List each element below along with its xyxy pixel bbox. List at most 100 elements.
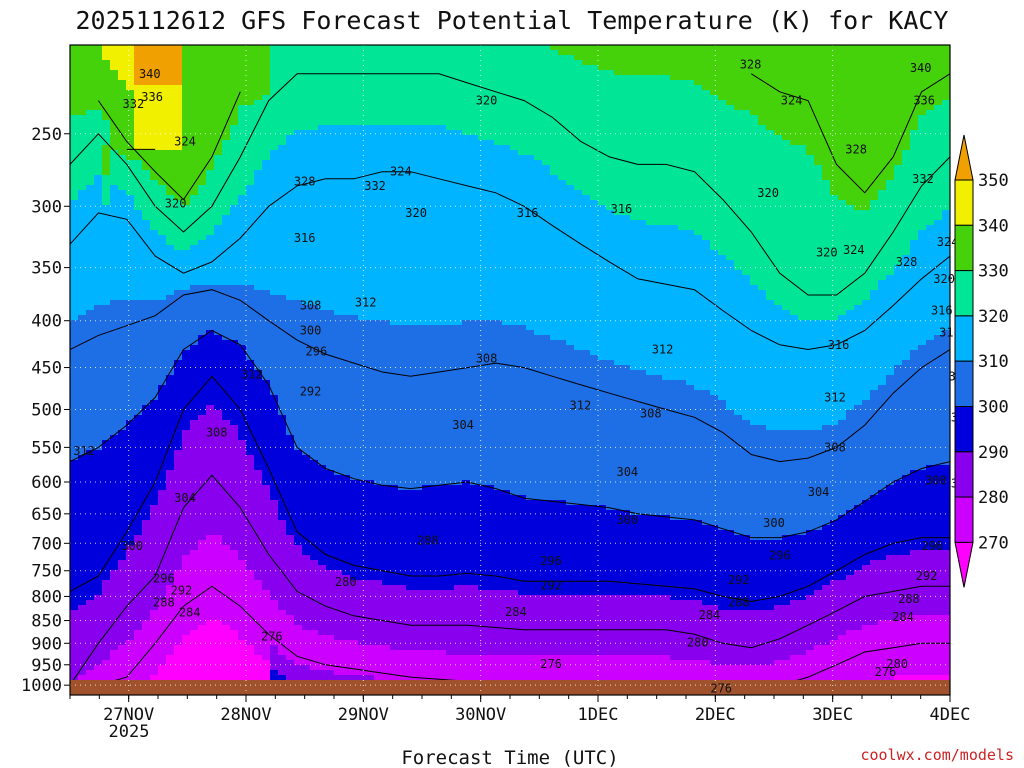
contour-label: 304 bbox=[174, 491, 196, 505]
plot-area bbox=[70, 45, 950, 695]
contour-label: 320 bbox=[405, 206, 427, 220]
y-tick-label: 700 bbox=[31, 534, 62, 554]
isentrope-300 bbox=[70, 329, 950, 539]
y-tick-label: 750 bbox=[31, 562, 62, 582]
contour-label: 280 bbox=[335, 575, 357, 589]
x-tick-label: 30NOV bbox=[455, 705, 506, 725]
contour-label: 316 bbox=[828, 338, 850, 352]
colorbar-swatch bbox=[954, 224, 974, 272]
colorbar-label: 280 bbox=[978, 488, 1009, 508]
contour-label: 308 bbox=[824, 440, 846, 454]
contour-label: 276 bbox=[710, 681, 732, 695]
contour-label: 300 bbox=[763, 516, 785, 530]
contour-label: 280 bbox=[687, 635, 709, 649]
x-axis: 27NOV 28NOV 29NOV 30NOV 1DEC 2DEC 3DEC 4DEC bbox=[69, 695, 971, 725]
contour-label: 276 bbox=[875, 665, 897, 679]
contour-label: 324 bbox=[390, 165, 412, 179]
y-tick-label: 500 bbox=[31, 400, 62, 420]
contour-label: 276 bbox=[261, 630, 283, 644]
contour-label: 300 bbox=[121, 539, 143, 553]
contour-label: 328 bbox=[845, 142, 867, 156]
x-tick-label: 29NOV bbox=[338, 705, 389, 725]
y-axis: 2503003504004505005506006507007508008509… bbox=[21, 125, 70, 696]
contour-label: 328 bbox=[740, 57, 762, 71]
x-axis-year-label: 2025 bbox=[109, 722, 150, 742]
contour-label: 308 bbox=[640, 406, 662, 420]
credit-link[interactable]: coolwx.com/models bbox=[860, 746, 1014, 764]
contour-label: 292 bbox=[171, 583, 193, 597]
contour-label: 336 bbox=[141, 90, 163, 104]
contour-label: 312 bbox=[652, 342, 674, 356]
x-tick-label: 4DEC bbox=[930, 705, 971, 725]
colorbar-label: 350 bbox=[978, 171, 1009, 191]
colorbar-legend: 350 340 330 320 310 300 290 280 270 bbox=[954, 134, 1009, 588]
contour-label: 332 bbox=[364, 179, 386, 193]
contour-label: 288 bbox=[153, 595, 175, 609]
contour-label: 308 bbox=[300, 299, 322, 313]
contour-label: 328 bbox=[896, 255, 918, 269]
colorbar-arrow-top bbox=[954, 134, 974, 181]
contour-label: 296 bbox=[922, 539, 944, 553]
x-tick-label: 27NOV bbox=[103, 705, 154, 725]
contour-label: 284 bbox=[699, 608, 721, 622]
contour-label: 316 bbox=[611, 202, 633, 216]
contour-label: 320 bbox=[816, 246, 838, 260]
y-tick-label: 250 bbox=[31, 125, 62, 145]
contour-label: 296 bbox=[153, 572, 175, 586]
grid bbox=[70, 45, 951, 695]
y-tick-label: 900 bbox=[31, 634, 62, 654]
contour-label: 312 bbox=[824, 390, 846, 404]
contour-label: 312 bbox=[73, 444, 95, 458]
isentrope-284 bbox=[70, 474, 950, 686]
y-tick-label: 950 bbox=[31, 656, 62, 676]
contour-label: 276 bbox=[540, 657, 562, 671]
isentrope-292 bbox=[70, 375, 950, 602]
y-tick-label: 300 bbox=[31, 197, 62, 217]
colorbar-label: 330 bbox=[978, 262, 1009, 282]
contour-label: 308 bbox=[476, 352, 498, 366]
x-tick-label: 2DEC bbox=[695, 705, 736, 725]
isentrope-332 bbox=[97, 73, 950, 201]
contour-label: 304 bbox=[452, 418, 474, 432]
contour-label: 312 bbox=[355, 295, 377, 309]
contour-label: 312 bbox=[241, 368, 263, 382]
contour-label: 284 bbox=[892, 610, 914, 624]
contour-label: 304 bbox=[616, 465, 638, 479]
x-axis-title: Forecast Time (UTC) bbox=[401, 747, 618, 768]
x-tick-label: 3DEC bbox=[812, 705, 853, 725]
contour-label: 324 bbox=[843, 243, 865, 257]
y-tick-label: 1000 bbox=[21, 676, 62, 696]
contour-label: 340 bbox=[139, 67, 161, 81]
contour-label: 320 bbox=[476, 94, 498, 108]
contour-label: 300 bbox=[300, 324, 322, 338]
contour-label: 292 bbox=[728, 573, 750, 587]
contour-label: 316 bbox=[294, 231, 316, 245]
contour-label: 292 bbox=[300, 385, 322, 399]
colorbar-label: 300 bbox=[978, 398, 1009, 418]
ground-surface bbox=[70, 680, 950, 695]
y-tick-label: 550 bbox=[31, 438, 62, 458]
contour-label: 300 bbox=[925, 474, 947, 488]
colorbar-label: 320 bbox=[978, 307, 1009, 327]
y-tick-label: 600 bbox=[31, 473, 62, 493]
contour-label: 292 bbox=[540, 578, 562, 592]
colorbar-swatch bbox=[954, 406, 974, 453]
contour-label: 324 bbox=[781, 94, 803, 108]
contour-label: 296 bbox=[540, 554, 562, 568]
y-tick-label: 450 bbox=[31, 359, 62, 379]
colorbar-swatch bbox=[954, 360, 974, 408]
contour-label: 288 bbox=[728, 595, 750, 609]
colorbar-arrow-bottom bbox=[954, 541, 974, 588]
colorbar-label: 310 bbox=[978, 352, 1009, 372]
contour-label: 296 bbox=[306, 344, 328, 358]
chart-title: 2025112612 GFS Forecast Potential Temper… bbox=[76, 6, 949, 35]
colorbar-label: 290 bbox=[978, 443, 1009, 463]
contour-label: 316 bbox=[931, 304, 953, 318]
contour-label: 328 bbox=[294, 175, 316, 189]
colorbar-swatch bbox=[954, 179, 974, 226]
colorbar-swatch bbox=[954, 496, 974, 543]
contour-label: 308 bbox=[206, 426, 228, 440]
colorbar-swatch bbox=[954, 315, 974, 362]
contour-label: 304 bbox=[808, 485, 830, 499]
